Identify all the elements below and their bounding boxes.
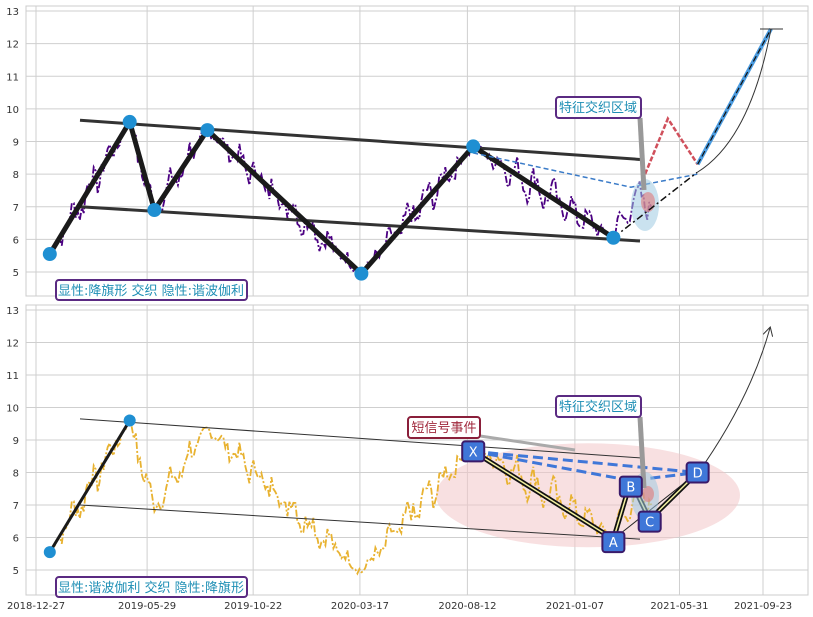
x-tick-label: 2019-10-22 <box>224 601 282 612</box>
bottom-first-leg <box>48 419 131 553</box>
harmonic-point-label-d: D <box>693 467 703 482</box>
bottom-pivot-marker <box>43 546 56 559</box>
top-pivot-marker <box>606 230 621 245</box>
bottom-region-label: 特征交织区域 <box>559 399 637 415</box>
top-pivot-marker <box>42 247 57 262</box>
top-region-annotation: 特征交织区域 <box>555 96 642 119</box>
bottom-event-label-box <box>407 416 481 439</box>
top-harmonic-xb-line <box>473 152 698 188</box>
top-region-core <box>641 192 655 212</box>
bottom-pivot-marker <box>123 414 136 427</box>
harmonic-point-label-a: A <box>609 536 618 551</box>
top-channel-lower <box>79 205 641 243</box>
bottom-channel-lower <box>79 504 641 540</box>
bottom-projection-arc <box>696 328 770 475</box>
bottom-event-annotation: 短信号事件 <box>407 416 481 439</box>
bottom-event-label: 短信号事件 <box>411 421 476 436</box>
bottom-shaded-ellipse <box>436 443 740 548</box>
y-tick-label: 9 <box>13 138 19 149</box>
x-tick-label: 2021-09-23 <box>734 601 792 612</box>
bottom-harmonic-xd <box>473 449 698 474</box>
top-region-label-box <box>555 96 642 119</box>
harmonic-point-marker-c <box>637 510 662 533</box>
harmonic-point-marker-b <box>618 475 643 498</box>
y-tick-label: 9 <box>13 436 19 447</box>
top-projection-up-dash <box>697 28 772 165</box>
bottom-event-pointer <box>479 434 576 452</box>
top-pattern-annotation: 显性:降旗形 交织 隐性:谐波伽利 <box>55 279 248 301</box>
harmonic-point-label-c: C <box>645 516 654 531</box>
bottom-price-series <box>48 418 653 576</box>
bottom-harmonic-xbd <box>472 449 698 483</box>
bottom-pattern-annotation: 显性:谐波伽利 交织 隐性:降旗形 <box>55 576 248 598</box>
y-tick-label: 8 <box>13 170 19 181</box>
y-tick-label: 12 <box>6 339 19 350</box>
top-projection-peak <box>641 115 699 182</box>
y-tick-label: 6 <box>13 235 19 246</box>
bottom-shaded-region <box>436 443 740 548</box>
y-tick-label: 11 <box>6 72 19 83</box>
x-tick-label: 2019-05-29 <box>118 601 176 612</box>
y-tick-label: 5 <box>13 566 19 577</box>
top-pivot-marker <box>122 114 137 129</box>
x-tick-label: 2021-01-07 <box>546 601 604 612</box>
y-tick-label: 13 <box>6 306 19 317</box>
y-tick-label: 12 <box>6 40 19 51</box>
top-plot-area <box>25 5 809 297</box>
top-region-label: 特征交织区域 <box>559 100 637 116</box>
bottom-region-annotation: 特征交织区域 <box>555 395 642 418</box>
top-pattern-label: 显性:降旗形 交织 隐性:谐波伽利 <box>58 283 244 299</box>
top-pivot-points <box>42 114 621 281</box>
x-tick-label: 2021-05-31 <box>650 601 708 612</box>
top-y-tick-labels: 5 6 7 8 9 10 11 12 13 <box>6 7 19 279</box>
bottom-region-pointer <box>637 416 647 489</box>
y-tick-label: 7 <box>13 501 19 512</box>
top-channel-upper <box>79 118 641 161</box>
harmonic-point-label-b: B <box>626 481 635 496</box>
bottom-pattern-label: 显性:谐波伽利 交织 隐性:降旗形 <box>58 580 244 596</box>
top-pivot-marker <box>466 139 481 154</box>
top-pivot-marker <box>200 123 215 138</box>
bottom-channel-upper <box>79 418 641 459</box>
top-panel: 5 6 7 8 9 10 11 12 13 特征交织区域 显性:降旗形 交织 隐性:谐波伽利 <box>6 5 809 301</box>
y-tick-label: 11 <box>6 371 19 382</box>
top-trend-dashdot <box>612 171 698 239</box>
top-projection-arc <box>696 28 772 173</box>
y-tick-label: 8 <box>13 469 19 480</box>
harmonic-point-label-x: X <box>469 445 478 460</box>
y-tick-label: 13 <box>6 7 19 18</box>
bottom-region-label-box <box>555 395 642 418</box>
bottom-harmonic-leg-core-0 <box>472 450 614 540</box>
x-tick-label: 2020-03-17 <box>331 601 389 612</box>
y-tick-label: 5 <box>13 268 19 279</box>
bottom-pattern-label-box <box>55 576 248 598</box>
top-pivot-marker <box>147 203 162 218</box>
harmonic-point-marker-a <box>601 531 626 554</box>
bottom-harmonic-points: X A B C D <box>461 440 710 554</box>
top-pivot-marker <box>354 266 369 281</box>
y-tick-label: 10 <box>6 404 19 415</box>
bottom-plot-area <box>25 304 809 596</box>
y-tick-label: 10 <box>6 105 19 116</box>
top-pattern-label-box <box>55 279 248 301</box>
bottom-price-line <box>48 418 653 576</box>
x-tick-labels: 2018-12-27 2019-05-29 2019-10-22 2020-03-17… <box>7 601 792 612</box>
x-tick-label: 2018-12-27 <box>7 601 65 612</box>
top-region-pointer <box>637 117 647 191</box>
bottom-panel: 5 6 7 8 9 10 11 12 13 X A B C D 短信号事件 特征交织区域 显性:谐波伽利… <box>6 304 809 598</box>
y-tick-label: 6 <box>13 534 19 545</box>
bottom-y-tick-labels: 5 6 7 8 9 10 11 12 13 <box>6 306 19 577</box>
harmonic-point-marker-d <box>685 461 710 484</box>
y-tick-label: 7 <box>13 203 19 214</box>
harmonic-point-marker-x <box>461 440 486 463</box>
bottom-region-core <box>642 486 654 502</box>
x-tick-label: 2020-08-12 <box>438 601 496 612</box>
